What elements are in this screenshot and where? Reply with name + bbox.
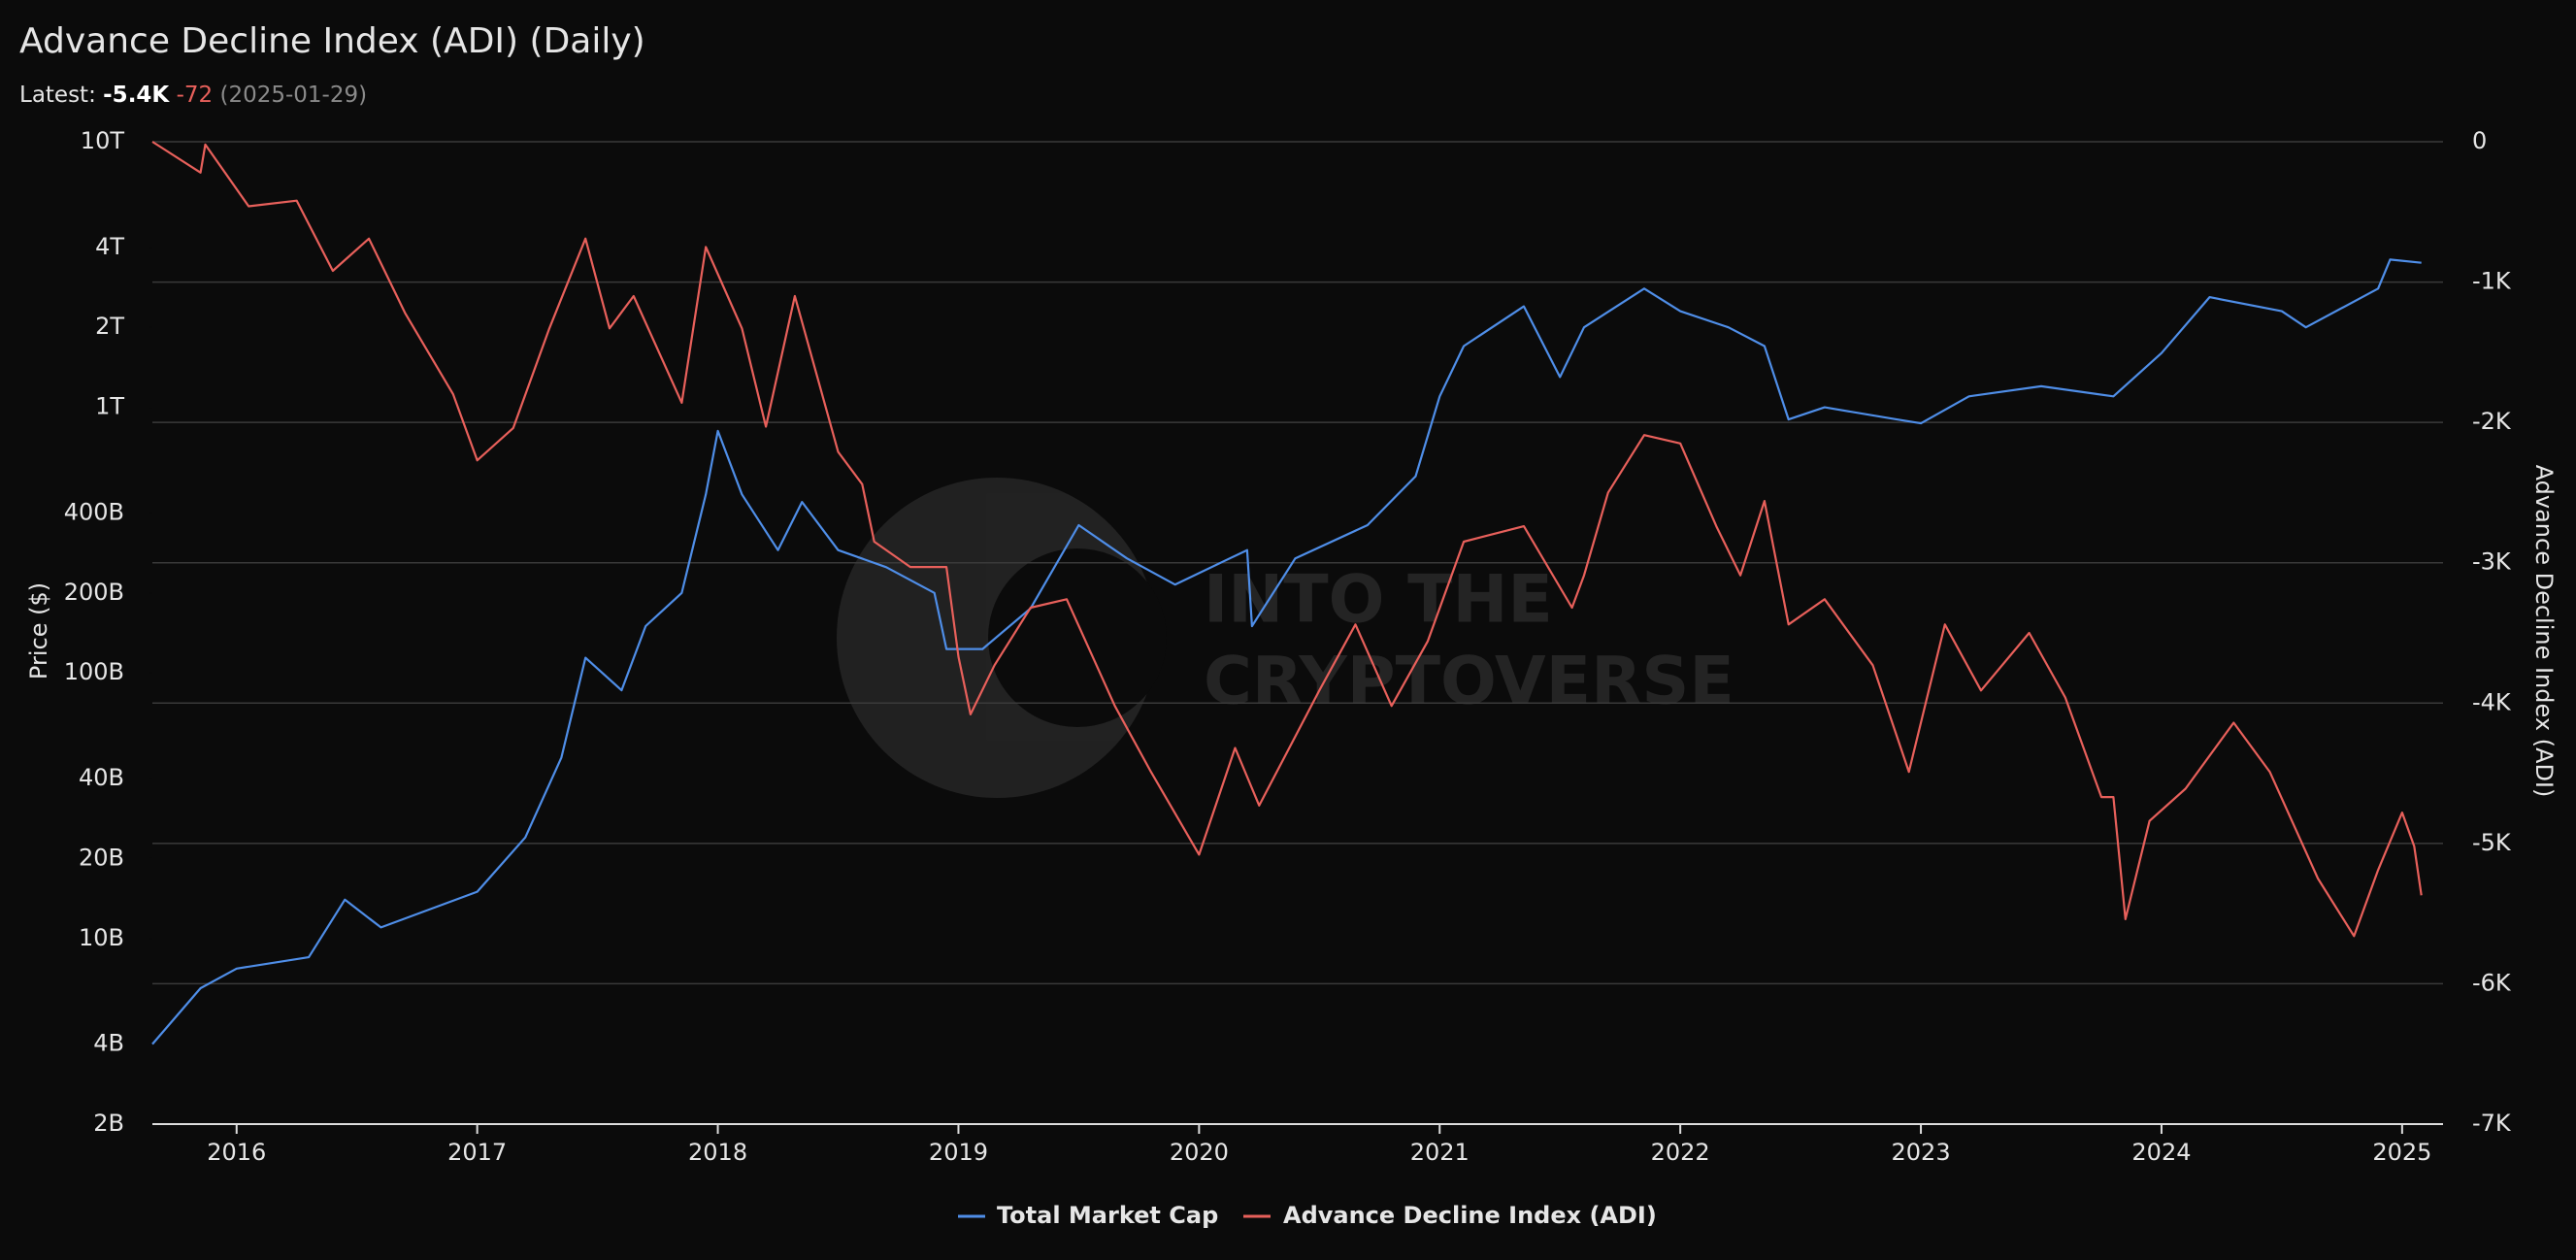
legend-item: Advance Decline Index (ADI) (1243, 1202, 1657, 1229)
y2-tick-label: -1K (2472, 268, 2512, 295)
latest-change: -72 (177, 83, 214, 108)
x-tick-label: 2025 (2372, 1139, 2431, 1166)
y2-tick-label: -7K (2472, 1110, 2512, 1137)
y2-tick-label: -5K (2472, 829, 2512, 856)
y2-tick-label: 0 (2472, 127, 2487, 154)
y2-tick-label: -4K (2472, 688, 2512, 715)
series-line (151, 141, 2423, 938)
y-tick-label: 2B (93, 1110, 124, 1137)
y-tick-label: 400B (64, 498, 124, 525)
watermark: INTO THE CRYPTOVERSE (837, 478, 1734, 798)
y2-axis-label: Advance Decline Index (ADI) (2530, 465, 2558, 798)
x-tick-label: 2021 (1410, 1139, 1470, 1166)
chart-title: Advance Decline Index (ADI) (Daily) (19, 21, 645, 61)
latest-date: (2025-01-29) (219, 83, 367, 108)
x-tick-label: 2023 (1892, 1139, 1951, 1166)
watermark-logo-cut (988, 548, 1167, 727)
watermark-text: INTO THE (1204, 562, 1553, 639)
x-tick-label: 2018 (688, 1139, 747, 1166)
x-tick-label: 2024 (2131, 1139, 2191, 1166)
legend-item: Total Market Cap (958, 1202, 1218, 1229)
latest: Latest: -5.4K -72 (2025-01-29) (19, 83, 367, 108)
latest-label: Latest: (19, 83, 96, 108)
y-tick-label: 40B (79, 764, 124, 791)
y-tick-label: 1T (95, 393, 124, 420)
x-tick-label: 2019 (929, 1139, 988, 1166)
y-axis-label: Price ($) (25, 582, 52, 680)
y-tick-label: 200B (64, 579, 124, 606)
x-tick-label: 2020 (1170, 1139, 1229, 1166)
y-tick-label: 4B (93, 1030, 124, 1057)
y-tick-label: 2T (95, 313, 124, 340)
x-tick-label: 2022 (1651, 1139, 1710, 1166)
series-line (151, 258, 2422, 1045)
watermark-text: CRYPTOVERSE (1204, 644, 1734, 720)
y2-tick-label: -6K (2472, 969, 2512, 996)
y-tick-label: 20B (79, 844, 124, 871)
y-tick-label: 10B (79, 924, 124, 951)
y-tick-label: 10T (81, 127, 125, 154)
legend-label: Advance Decline Index (ADI) (1283, 1202, 1657, 1229)
y-tick-label: 100B (64, 658, 124, 685)
legend-label: Total Market Cap (997, 1202, 1218, 1229)
x-tick-label: 2017 (447, 1139, 507, 1166)
x-tick-label: 2016 (207, 1139, 266, 1166)
latest-value: -5.4K (103, 83, 170, 108)
y-tick-label: 4T (95, 233, 124, 260)
y2-tick-label: -3K (2472, 548, 2512, 576)
y2-tick-label: -2K (2472, 408, 2512, 435)
